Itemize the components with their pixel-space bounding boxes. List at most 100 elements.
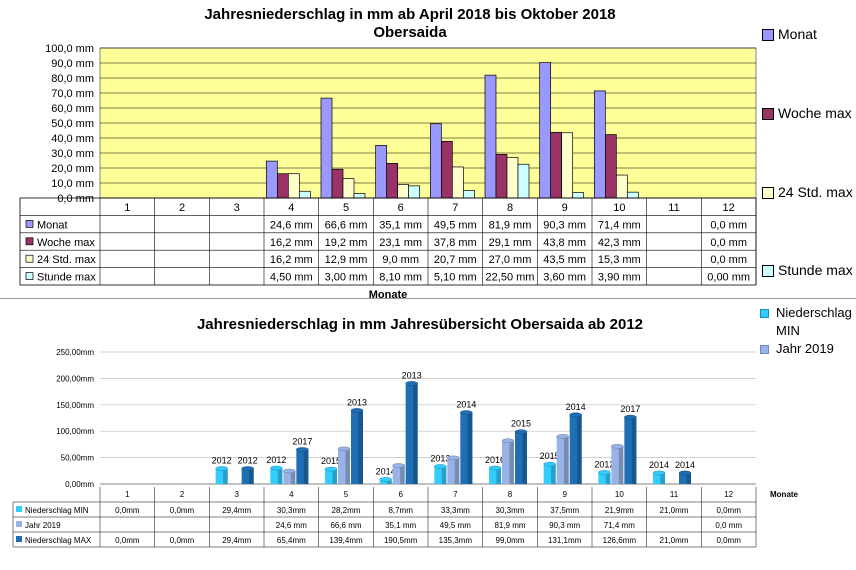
top-data-label: 8,10 mm [379,272,422,284]
bottom-year-label: 2017 [620,404,640,414]
bottom-data-label: 49,5 mm [440,521,471,530]
top-data-label: 42,3 mm [598,237,641,249]
bottom-year-label: 2013 [347,397,367,407]
top-data-label: 16,2 mm [270,254,313,266]
top-chart-title: Jahresniederschlag in mm ab April 2018 b… [130,6,690,42]
bottom-bar-shade [358,410,363,484]
top-bar-4 [298,190,311,199]
bottom-data-label: 139,4mm [329,536,363,545]
bottom-data-label: 24,6 mm [276,521,307,530]
top-bar-3 [397,184,410,199]
top-table-legend-key [25,254,34,263]
bottom-bar-top [569,412,582,418]
top-data-label: 0,0 mm [710,237,747,249]
top-data-label: 71,4 mm [598,219,641,231]
bottom-year-label: 2012 [266,455,286,465]
bottom-chart-title: Jahresniederschlag in mm Jahresübersicht… [196,316,644,333]
bottom-year-label: 2014 [649,460,669,470]
top-bar-4 [626,191,639,199]
top-table-series-name: Woche max [37,237,95,249]
top-data-label: 37,8 mm [434,237,477,249]
bottom-year-label: 2014 [675,460,695,470]
bottom-bar-top [405,381,418,386]
bottom-bar-shade [400,465,405,484]
top-bar-4 [353,193,366,199]
bottom-bar-shade [332,469,337,484]
bottom-table-legend-key [16,536,22,542]
bottom-x-tick-label: 11 [670,490,679,499]
bottom-bar-shade [631,417,637,484]
bottom-year-label: 2014 [456,400,476,410]
bottom-data-label: 66,6 mm [330,521,361,530]
top-bar-3 [287,173,300,199]
top-data-label: 0,0 mm [710,219,747,231]
bottom-data-label: 0,0mm [716,536,741,545]
bottom-bar-top [652,470,666,476]
bottom-bar-top [543,461,556,467]
bottom-data-label: 65,4mm [277,536,306,545]
bottom-year-label: 2017 [292,436,312,446]
top-x-tick-label: 11 [668,202,679,214]
top-x-tick-label: 4 [288,202,294,214]
bottom-data-label: 30,3mm [277,506,306,515]
legend-label: 24 Std. max [778,184,853,200]
bottom-year-label: 2013 [430,453,450,463]
bottom-data-label: 28,2mm [332,506,361,515]
bottom-bar-top [611,444,624,449]
bottom-table-series-name: Niederschlag MIN [25,506,89,515]
top-x-tick-label: 8 [507,202,513,214]
legend-swatch [762,108,774,120]
top-data-label: 15,3 mm [598,254,641,266]
top-bar-2 [276,173,289,199]
bottom-bar-1 [379,479,392,484]
legend-label: Woche max [778,105,852,121]
bottom-bar-1 [653,472,665,484]
top-y-tick-label: 90,0 mm [51,58,94,70]
top-bar-4 [517,163,530,199]
legend-swatch [762,265,774,277]
legend-label: Niederschlag MIN [776,305,852,338]
bottom-bar-top [624,414,637,420]
bottom-x-tick-label: 12 [724,490,733,499]
top-bar-1 [593,90,606,199]
top-y-tick-label: 80,0 mm [51,73,94,85]
legend-swatch [760,345,769,354]
top-bar-4 [572,192,585,199]
bottom-data-label: 0,0mm [115,536,140,545]
bottom-table-legend-key [16,521,22,527]
bottom-bar-top [556,434,569,439]
top-data-label: 23,1 mm [379,237,422,249]
bottom-table-series-name: Jahr 2019 [25,521,61,530]
top-bar-1 [265,160,278,199]
bottom-data-label: 135,3mm [439,536,473,545]
bottom-data-label: 29,4mm [222,536,251,545]
top-data-label: 29,1 mm [489,237,532,249]
top-data-label: 81,9 mm [489,219,532,231]
top-data-label: 24,6 mm [270,219,313,231]
top-y-tick-label: 70,0 mm [51,88,94,100]
top-bar-4 [462,190,475,199]
legend-swatch [762,29,774,41]
bottom-data-label: 190,5mm [384,536,418,545]
legend-swatch [760,309,769,318]
top-y-tick-label: 20,0 mm [51,163,94,175]
top-chart-title-line2: Obersaida [373,24,447,41]
bottom-data-label: 131,1mm [548,536,582,545]
bottom-bar-top [434,464,447,469]
top-bar-1 [539,62,552,199]
bottom-bar-shade [509,440,514,484]
top-data-label: 3,60 mm [543,272,586,284]
top-table-legend-key [25,220,34,228]
top-table-legend-key [25,237,34,246]
bottom-table-series-name: Niederschlag MAX [25,536,92,545]
bottom-data-label: 126,6mm [603,536,637,545]
bottom-bar-top [488,465,502,471]
bottom-bar-top [283,468,296,474]
top-data-label: 19,2 mm [325,237,368,249]
bottom-year-label: 2015 [540,451,560,461]
bottom-data-label: 0,0mm [115,506,140,515]
bottom-bar-top [514,429,528,434]
bottom-year-label: 2013 [402,370,422,380]
bottom-data-label: 21,0mm [660,506,689,515]
top-data-label: 4,50 mm [270,272,313,284]
